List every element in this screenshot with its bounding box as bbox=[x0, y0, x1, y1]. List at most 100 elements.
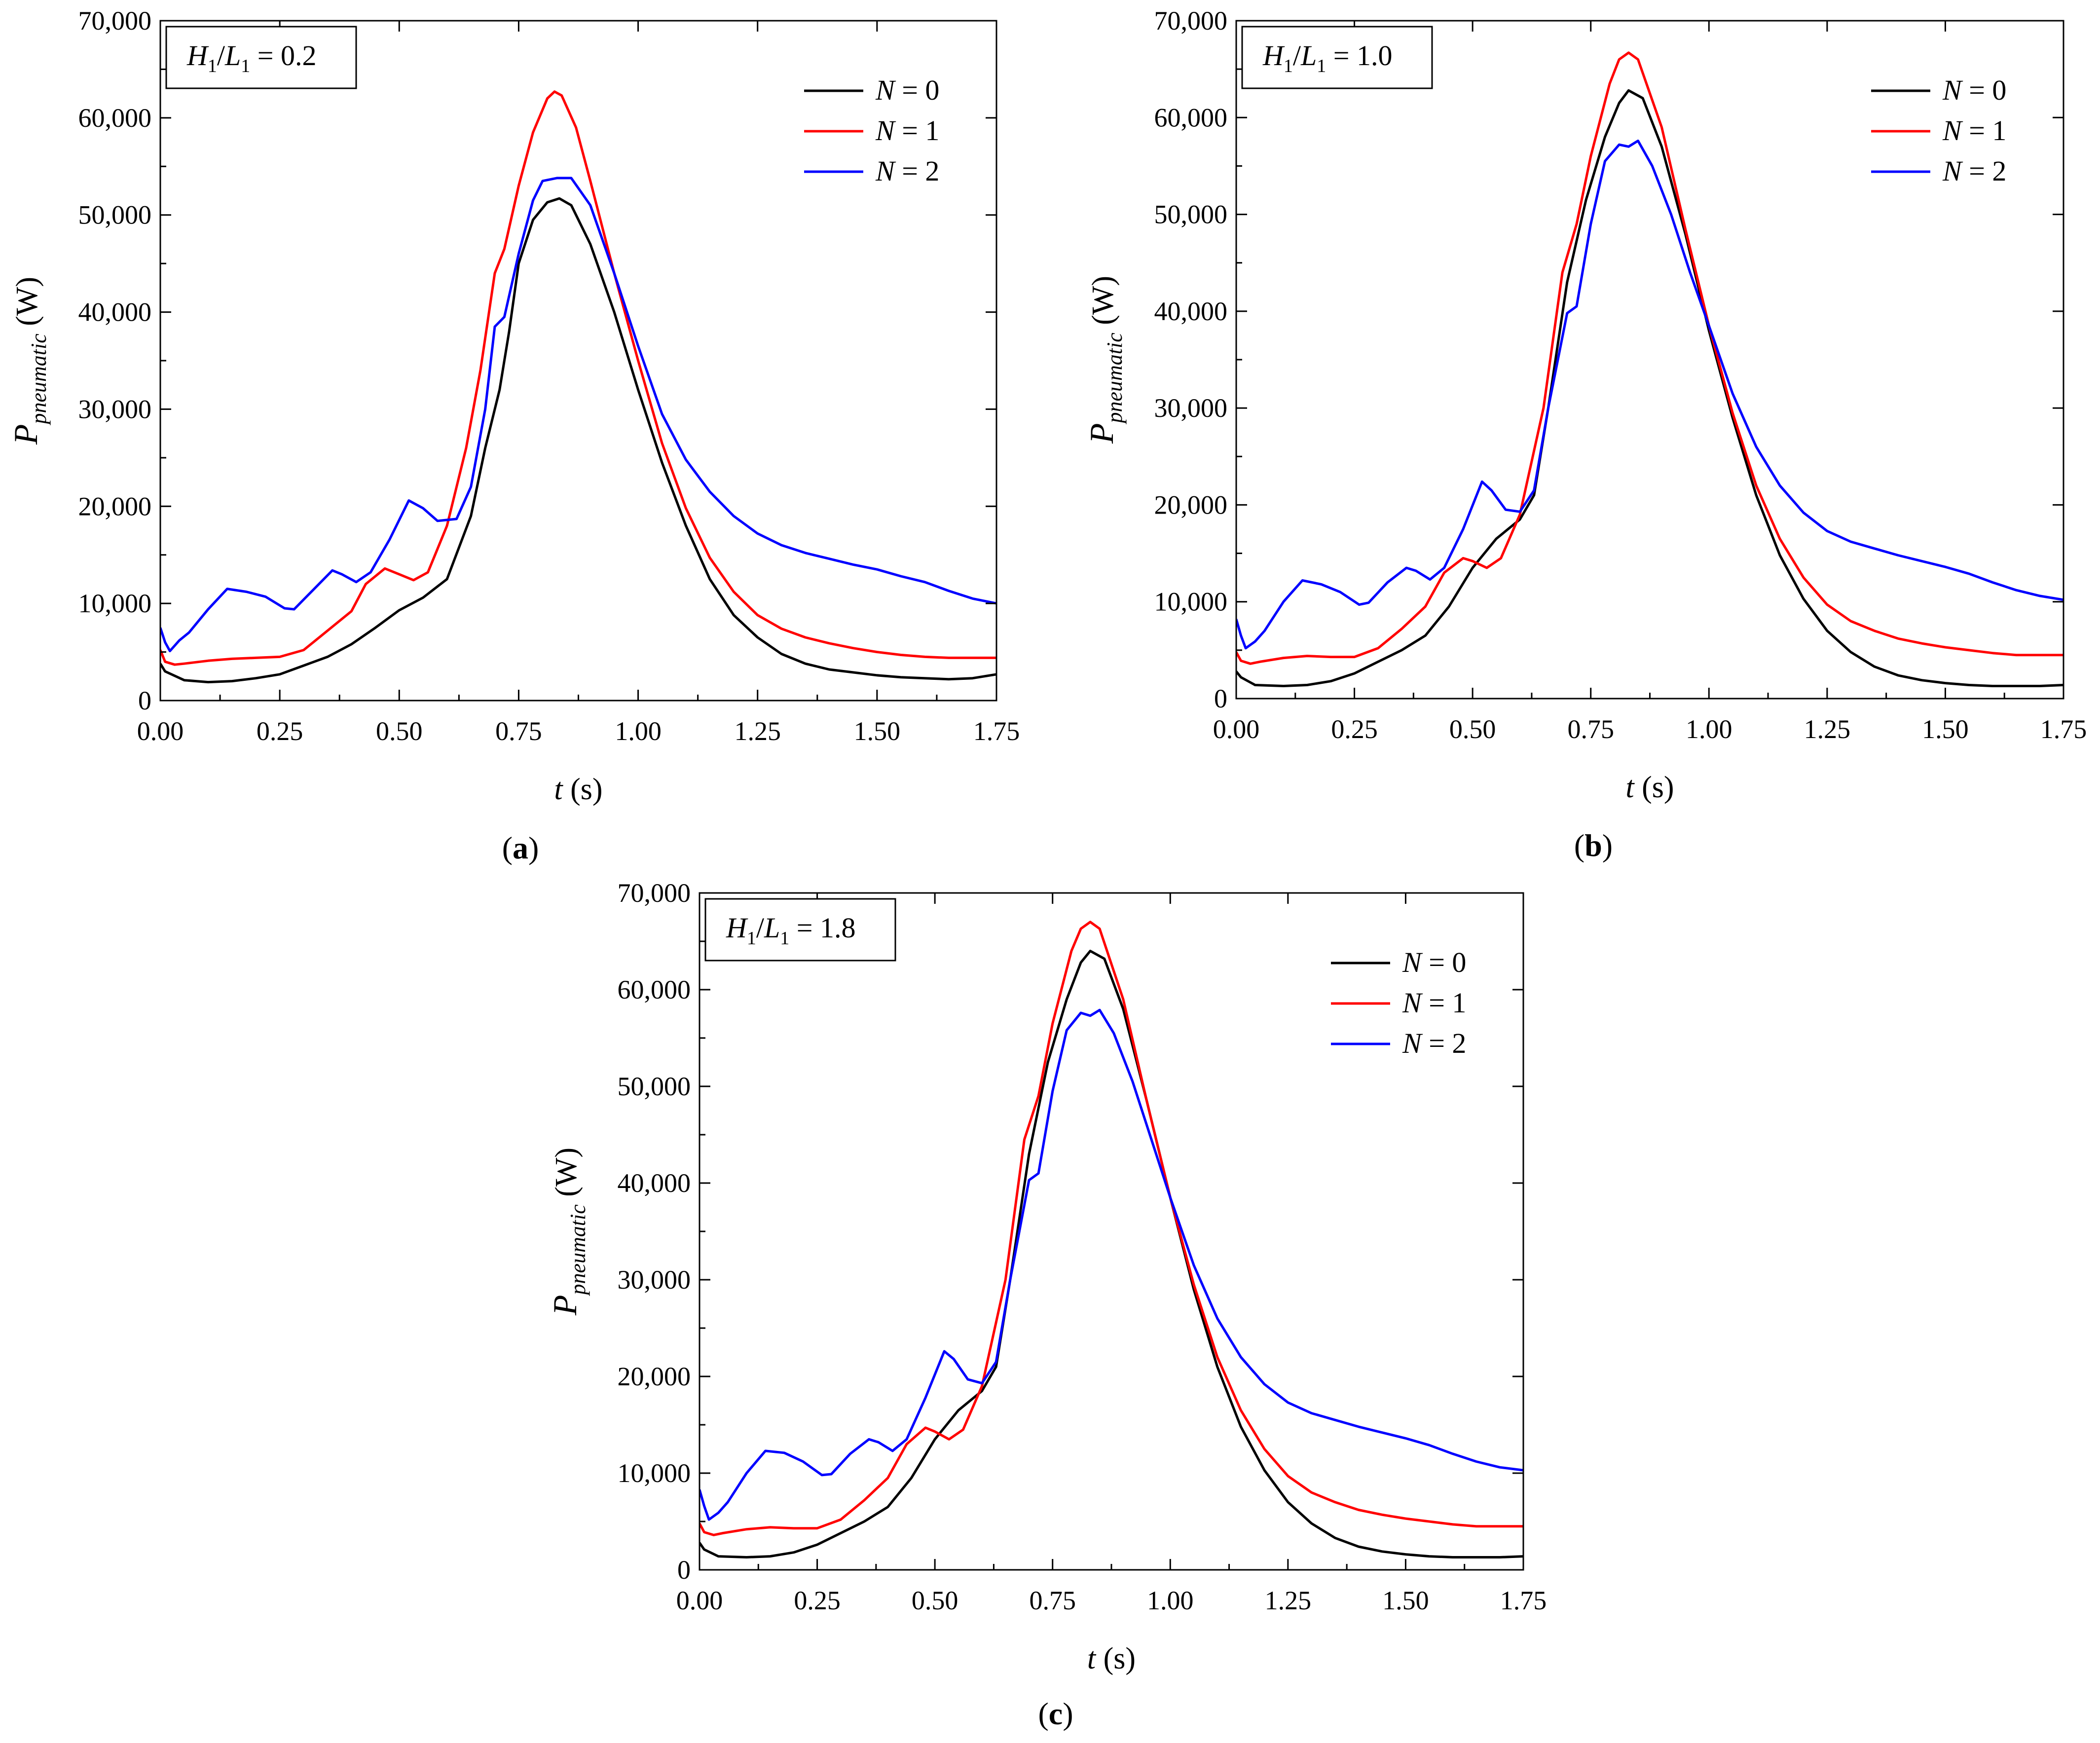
plot-frame bbox=[1235, 20, 2064, 700]
x-tick-label: 1.25 bbox=[1265, 1586, 1312, 1615]
x-axis-variable: t bbox=[1087, 1642, 1097, 1675]
y-tick-label: 50,000 bbox=[78, 200, 152, 230]
legend-value: = 0 bbox=[895, 74, 940, 106]
badge-h-subscript: 1 bbox=[208, 56, 217, 76]
y-tick-label: 0 bbox=[677, 1555, 691, 1585]
panel-label-open: ( bbox=[502, 830, 513, 865]
chart-panel-a: 0.00 0.25 0.50 0.75 1.00 1.25 1.50 1.75 0 10,000 2… bbox=[7, 6, 1020, 865]
x-axis-variable: t bbox=[1625, 771, 1635, 804]
legend-value: = 0 bbox=[1962, 74, 2007, 106]
x-tick-label: 0.00 bbox=[1213, 714, 1260, 744]
panel-label-letter: b bbox=[1584, 828, 1602, 863]
parameter-badge: H1/L1 = 1.8 bbox=[726, 912, 856, 949]
badge-h-subscript: 1 bbox=[1284, 56, 1293, 76]
series-line-n2 bbox=[160, 177, 996, 653]
badge-value: = 0.2 bbox=[250, 39, 316, 72]
x-tick-label: 0.50 bbox=[1449, 714, 1496, 744]
legend-label-n0: N = 0 bbox=[1942, 74, 2006, 106]
x-tick-label: 1.50 bbox=[1922, 714, 1969, 744]
x-tick-label: 1.00 bbox=[1686, 714, 1732, 744]
x-tick-label: 1.00 bbox=[1147, 1586, 1194, 1615]
legend-value: = 1 bbox=[1422, 987, 1467, 1019]
legend-variable: N bbox=[1942, 74, 1963, 106]
legend-value: = 1 bbox=[1962, 114, 2007, 147]
y-tick-label: 10,000 bbox=[1154, 587, 1228, 617]
y-tick-label: 20,000 bbox=[78, 491, 152, 521]
badge-slash: / bbox=[1293, 39, 1301, 72]
badge-l-subscript: 1 bbox=[241, 56, 250, 76]
y-tick-label: 40,000 bbox=[78, 297, 152, 327]
legend-label-n2: N = 2 bbox=[1402, 1027, 1466, 1059]
y-axis-title: Ppneumatic (W) bbox=[7, 277, 51, 445]
legend-variable: N bbox=[1942, 114, 1963, 147]
x-tick-label: 1.50 bbox=[854, 716, 901, 746]
y-axis-unit: (W) bbox=[1086, 276, 1120, 333]
y-tick-label: 30,000 bbox=[78, 394, 152, 424]
badge-h-subscript: 1 bbox=[747, 928, 756, 949]
x-tick-label: 1.75 bbox=[973, 716, 1020, 746]
badge-value: = 1.8 bbox=[789, 912, 855, 944]
y-tick-label: 70,000 bbox=[78, 6, 152, 36]
legend-label-n1: N = 1 bbox=[1402, 987, 1466, 1019]
x-tick-label: 0.75 bbox=[1567, 714, 1614, 744]
y-tick-label: 70,000 bbox=[1154, 6, 1228, 36]
x-axis-title: t (s) bbox=[1087, 1642, 1136, 1675]
plot-frame bbox=[159, 20, 997, 702]
panel-label-open: ( bbox=[1038, 1696, 1048, 1731]
y-tick-label: 40,000 bbox=[1154, 297, 1228, 326]
badge-l: L bbox=[224, 39, 241, 72]
y-axis-subscript: pneumatic bbox=[27, 334, 51, 426]
legend-value: = 2 bbox=[895, 155, 940, 187]
x-tick-label: 1.00 bbox=[615, 716, 662, 746]
x-tick-label: 0.00 bbox=[676, 1586, 723, 1615]
legend-variable: N bbox=[875, 155, 896, 187]
y-tick-label: 70,000 bbox=[618, 878, 691, 908]
series-line-n2 bbox=[1236, 139, 2063, 650]
legend-variable: N bbox=[1402, 987, 1423, 1019]
legend-variable: N bbox=[875, 114, 896, 147]
plot-area bbox=[160, 90, 996, 684]
y-axis-subscript: pneumatic bbox=[566, 1204, 590, 1297]
legend-label-n2: N = 2 bbox=[875, 155, 939, 187]
legend-label-n1: N = 1 bbox=[1942, 114, 2006, 147]
panel-label: (c) bbox=[1038, 1696, 1073, 1731]
x-tick-label: 0.50 bbox=[912, 1586, 958, 1615]
panel-label: (b) bbox=[1574, 828, 1613, 863]
x-tick-label: 0.75 bbox=[1029, 1586, 1076, 1615]
y-tick-label: 50,000 bbox=[618, 1072, 691, 1101]
y-axis-variable: P bbox=[7, 424, 44, 445]
badge-l: L bbox=[1300, 39, 1317, 72]
y-tick-label: 50,000 bbox=[1154, 200, 1228, 229]
badge-l: L bbox=[764, 912, 780, 944]
legend-value: = 2 bbox=[1422, 1027, 1467, 1059]
x-axis-unit: (s) bbox=[1096, 1642, 1136, 1675]
badge-h: H bbox=[1262, 39, 1285, 72]
y-tick-label: 20,000 bbox=[618, 1362, 691, 1391]
x-tick-label: 0.25 bbox=[794, 1586, 841, 1615]
legend-variable: N bbox=[875, 74, 896, 106]
legend-label-n1: N = 1 bbox=[875, 114, 939, 147]
panel-label-close: ) bbox=[528, 830, 539, 865]
y-tick-label: 40,000 bbox=[618, 1168, 691, 1198]
x-axis-unit: (s) bbox=[1634, 771, 1674, 804]
plot-area bbox=[1236, 51, 2063, 687]
y-tick-label: 30,000 bbox=[1154, 393, 1228, 423]
legend-label-n0: N = 0 bbox=[875, 74, 939, 106]
x-tick-label: 1.50 bbox=[1382, 1586, 1429, 1615]
y-tick-label: 10,000 bbox=[78, 589, 152, 618]
y-axis-unit: (W) bbox=[550, 1148, 583, 1204]
legend-variable: N bbox=[1402, 1027, 1423, 1059]
legend-variable: N bbox=[1942, 155, 1963, 187]
x-tick-label: 1.25 bbox=[734, 716, 781, 746]
parameter-badge-box bbox=[704, 898, 896, 962]
chart-panel-b: 0.00 0.25 0.50 0.75 1.00 1.25 1.50 1.75 0 10,000 2… bbox=[1083, 6, 2087, 863]
legend-value: = 0 bbox=[1422, 946, 1467, 978]
x-tick-label: 0.25 bbox=[1331, 714, 1378, 744]
panel-label-letter: c bbox=[1049, 1696, 1063, 1731]
series-line-n1 bbox=[160, 90, 996, 666]
series-line-n2 bbox=[700, 1008, 1523, 1521]
y-tick-label: 0 bbox=[1214, 684, 1227, 713]
badge-value: = 1.0 bbox=[1326, 39, 1392, 72]
panel-label-close: ) bbox=[1602, 828, 1613, 863]
y-axis-variable: P bbox=[1083, 423, 1120, 445]
